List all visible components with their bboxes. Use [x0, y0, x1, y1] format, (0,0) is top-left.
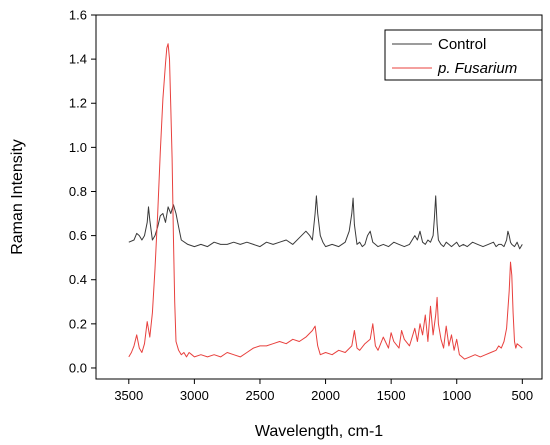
y-axis-ticks: 0.0 0.2 0.4 0.6 0.8 1.0 1.2 1.4 1.6	[69, 8, 96, 375]
series-line-1	[128, 43, 523, 360]
x-axis-ticks: 3500 3000 2500 2000 1500 1000 500	[114, 379, 533, 403]
legend-label-fusarium: p. Fusarium	[437, 60, 517, 77]
y-tick-label: 0.2	[69, 316, 87, 331]
legend-label-control: Control	[438, 36, 486, 53]
y-axis-title: Raman Intensity	[9, 139, 26, 255]
x-tick-label: 3000	[180, 388, 209, 403]
y-tick-label: 0.4	[69, 272, 87, 287]
y-tick-label: 1.4	[69, 52, 87, 67]
x-tick-label: 1500	[377, 388, 406, 403]
y-tick-label: 0.6	[69, 228, 87, 243]
x-tick-label: 1000	[442, 388, 471, 403]
series-line-0	[128, 195, 523, 250]
legend-box	[384, 29, 543, 81]
y-tick-label: 1.2	[69, 96, 87, 111]
y-tick-label: 1.6	[69, 8, 87, 23]
series-layer	[128, 43, 523, 360]
plot-area-frame	[95, 14, 543, 380]
x-tick-label: 2500	[246, 388, 275, 403]
legend: Control p. Fusarium	[384, 29, 543, 81]
x-axis-title: Wavelength, cm-1	[255, 423, 383, 440]
y-tick-label: 1.0	[69, 140, 87, 155]
y-tick-label: 0.8	[69, 184, 87, 199]
y-tick-label: 0.0	[69, 360, 87, 375]
x-tick-label: 2000	[311, 388, 340, 403]
x-tick-label: 500	[511, 388, 533, 403]
x-tick-label: 3500	[114, 388, 143, 403]
